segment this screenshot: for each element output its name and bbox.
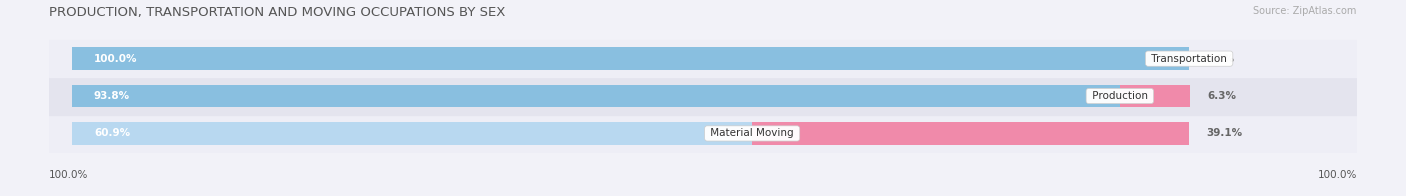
Text: Transportation: Transportation <box>1149 54 1230 64</box>
Text: 0.0%: 0.0% <box>1206 54 1234 64</box>
Text: 100.0%: 100.0% <box>1317 170 1357 180</box>
Text: 100.0%: 100.0% <box>94 54 138 64</box>
Text: 100.0%: 100.0% <box>49 170 89 180</box>
Text: Material Moving: Material Moving <box>707 128 797 138</box>
Bar <box>72 85 1119 107</box>
Bar <box>752 122 1189 145</box>
Bar <box>49 115 1357 152</box>
Text: 6.3%: 6.3% <box>1206 91 1236 101</box>
Text: PRODUCTION, TRANSPORTATION AND MOVING OCCUPATIONS BY SEX: PRODUCTION, TRANSPORTATION AND MOVING OC… <box>49 6 506 19</box>
Bar <box>49 40 1357 77</box>
Text: 93.8%: 93.8% <box>94 91 129 101</box>
Text: 39.1%: 39.1% <box>1206 128 1241 138</box>
Text: Production: Production <box>1088 91 1152 101</box>
Bar <box>72 47 1189 70</box>
Text: Source: ZipAtlas.com: Source: ZipAtlas.com <box>1253 6 1357 16</box>
Text: 60.9%: 60.9% <box>94 128 129 138</box>
Bar <box>1119 85 1191 107</box>
Bar <box>49 77 1357 115</box>
Bar <box>72 122 752 145</box>
